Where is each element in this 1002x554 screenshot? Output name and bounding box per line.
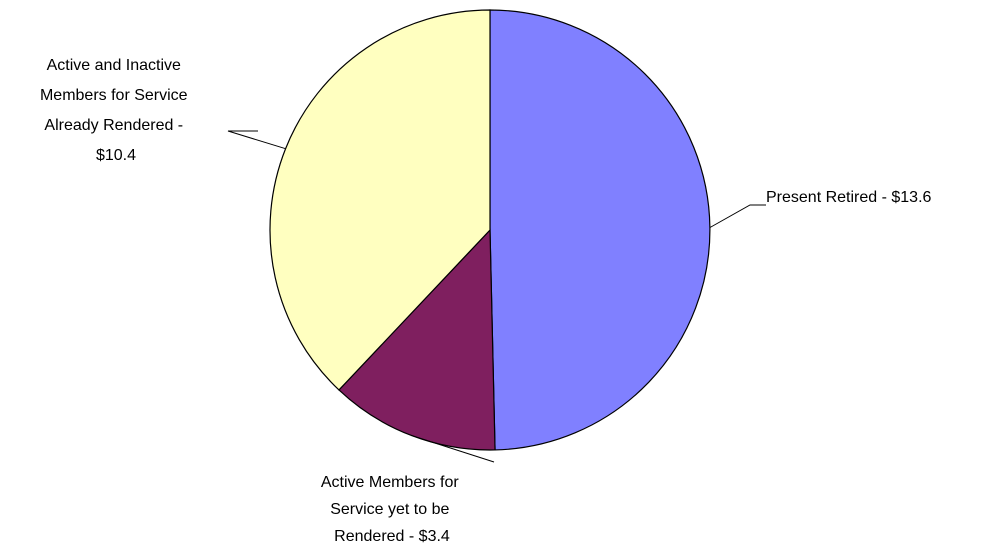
- slice-label-active-members-yet-to-be-rendered: Active Members for Service yet to be Ren…: [321, 474, 463, 545]
- pie-slice-active-inactive-already-rendered: [269, 9, 491, 391]
- leader-lines: [227, 130, 766, 463]
- leader-line-active-members-yet-to-be-rendered: [410, 434, 495, 463]
- leader-line-present-retired: [709, 204, 766, 228]
- slice-label-active-inactive-already-rendered: Active and Inactive Members for Service …: [40, 57, 192, 164]
- pie-slice-active-members-yet-to-be-rendered: [338, 228, 496, 451]
- pie-slices: [269, 9, 711, 451]
- slice-label-present-retired: Present Retired - $13.6: [766, 189, 932, 206]
- pie-slice-present-retired: [489, 9, 711, 451]
- leader-line-active-inactive-already-rendered: [227, 130, 286, 150]
